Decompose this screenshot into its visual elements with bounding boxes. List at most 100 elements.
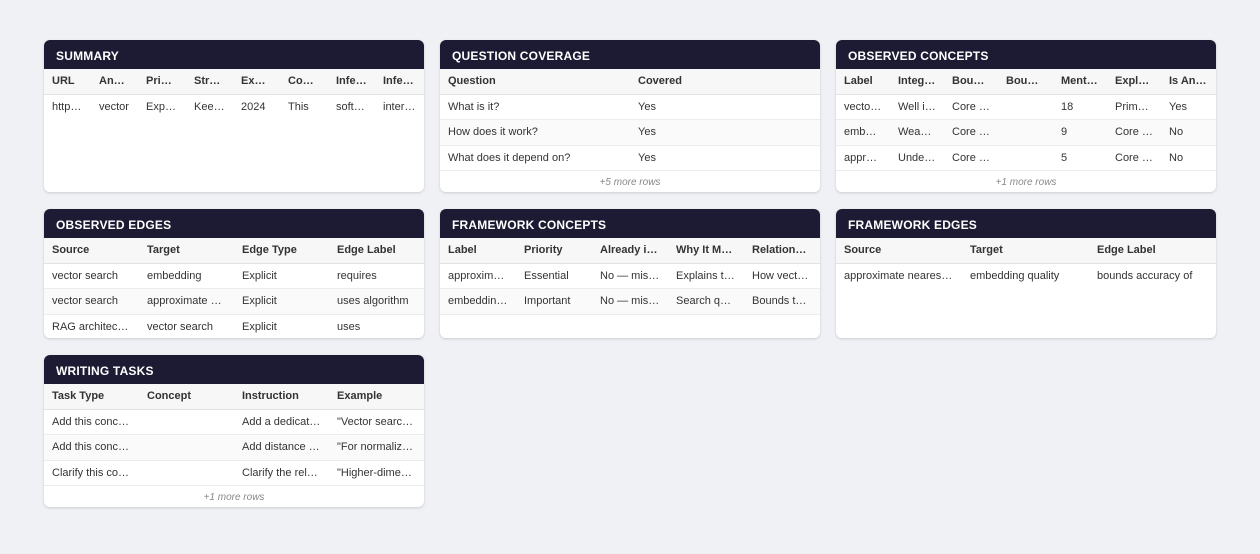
- table-row[interactable]: Add this concept Add a dedicated section…: [44, 409, 424, 435]
- table-cell: [139, 434, 234, 461]
- table-cell: Bounds the accuracy: [744, 288, 820, 315]
- table-row[interactable]: approximate nearest neighbor Essential N…: [440, 263, 820, 289]
- table-cell: No: [1161, 145, 1216, 171]
- table-cell: "Vector search relies on": [329, 409, 424, 435]
- column-header[interactable]: Structure: [186, 69, 233, 95]
- question-coverage-card: QUESTION COVERAGE Question Covered What …: [440, 40, 820, 192]
- table-cell: Explicit: [234, 263, 329, 289]
- table-row[interactable]: https:// vector Explains Keeps 2024 This…: [44, 94, 424, 120]
- table-cell: uses algorithm: [329, 288, 424, 315]
- question-coverage-table: Question Covered What is it? Yes How doe…: [440, 69, 820, 171]
- table-cell: embedding quality: [440, 288, 516, 315]
- table-header-row: Source Target Edge Label: [836, 238, 1216, 264]
- column-header[interactable]: Boundary: [998, 69, 1053, 95]
- table-cell: Core concept: [944, 119, 998, 146]
- more-rows-indicator[interactable]: +1 more rows: [203, 492, 265, 503]
- table-cell: Explains the speed: [668, 263, 744, 289]
- table-cell: Keeps: [194, 101, 226, 113]
- more-rows-indicator[interactable]: +5 more rows: [599, 177, 661, 188]
- column-header[interactable]: Concept: [139, 384, 234, 410]
- table-cell: software: [336, 101, 375, 113]
- table-cell: 2024: [241, 101, 266, 113]
- table-cell: 5: [1053, 145, 1107, 171]
- table-row[interactable]: vector search approximate nearest neighb…: [44, 288, 424, 315]
- column-header[interactable]: Priority: [516, 238, 592, 264]
- column-header[interactable]: Example: [329, 384, 424, 410]
- table-cell: vector search: [836, 94, 890, 120]
- writing-tasks-table: Task Type Concept Instruction Example Ad…: [44, 384, 424, 486]
- table-cell: approximate nearest neighbor: [844, 270, 962, 282]
- table-cell: Weakly linked: [890, 119, 944, 146]
- column-header[interactable]: Covered: [630, 69, 820, 95]
- table-row[interactable]: Add this concept Add distance metric det…: [44, 434, 424, 461]
- column-header[interactable]: Already in page: [592, 238, 668, 264]
- summary-header: SUMMARY: [44, 40, 424, 69]
- table-cell: 18: [1053, 94, 1107, 120]
- column-header[interactable]: Is Anchor: [1161, 69, 1216, 95]
- table-row[interactable]: RAG architecture vector search Explicit …: [44, 314, 424, 338]
- column-header[interactable]: Content: [280, 69, 328, 95]
- table-cell: Explicit: [242, 321, 277, 333]
- table-row[interactable]: vector search Well integrated Core conce…: [836, 94, 1216, 120]
- table-cell: "Higher-dimensional embeddings": [329, 460, 424, 486]
- table-row[interactable]: What is it? Yes: [440, 94, 820, 120]
- column-header[interactable]: Why It Matters: [668, 238, 744, 264]
- column-header[interactable]: Primary: [138, 69, 186, 95]
- question-coverage-header: QUESTION COVERAGE: [440, 40, 820, 69]
- column-header[interactable]: Explanation: [1107, 69, 1161, 95]
- table-row[interactable]: embedding Weakly linked Core concept 9 C…: [836, 119, 1216, 146]
- table-cell: uses: [337, 321, 361, 333]
- column-header[interactable]: Anchor: [91, 69, 138, 95]
- column-header[interactable]: Inferred: [328, 69, 375, 95]
- column-header[interactable]: Expiry: [233, 69, 280, 95]
- observed-concepts-header: OBSERVED CONCEPTS: [836, 40, 1216, 69]
- column-header[interactable]: Integration: [890, 69, 944, 95]
- column-header[interactable]: Target: [139, 238, 234, 264]
- summary-card: SUMMARY URL Anchor Primary Structure Exp…: [44, 40, 424, 192]
- table-row[interactable]: approximate nearest neighbor Under-expla…: [836, 145, 1216, 171]
- column-header[interactable]: Source: [836, 238, 962, 264]
- more-rows-indicator[interactable]: +1 more rows: [995, 177, 1057, 188]
- table-cell: RAG architecture: [52, 321, 137, 333]
- table-cell: How vector search scales: [744, 263, 820, 289]
- table-row[interactable]: How does it work? Yes: [440, 119, 820, 146]
- column-header[interactable]: Boundary: [944, 69, 998, 95]
- table-row[interactable]: Clarify this concept Clarify the relatio…: [44, 460, 424, 486]
- table-row[interactable]: What does it depend on? Yes: [440, 145, 820, 171]
- column-header[interactable]: Relationship: [744, 238, 820, 264]
- table-cell: [998, 119, 1053, 146]
- table-cell: Under-explained: [890, 145, 944, 171]
- table-cell: Core concept: [944, 94, 998, 120]
- column-header[interactable]: Edge Label: [329, 238, 424, 264]
- column-header[interactable]: Source: [44, 238, 139, 264]
- column-header[interactable]: Mentions: [1053, 69, 1107, 95]
- table-cell: [998, 94, 1053, 120]
- table-cell: Core concept: [944, 145, 998, 171]
- table-cell: vector: [99, 101, 129, 113]
- column-header[interactable]: Instruction: [234, 384, 329, 410]
- column-header[interactable]: Target: [962, 238, 1089, 264]
- observed-edges-table: Source Target Edge Type Edge Label vecto…: [44, 238, 424, 338]
- table-header-row: URL Anchor Primary Structure Expiry Cont…: [44, 69, 424, 95]
- table-cell: https://: [52, 101, 86, 113]
- table-cell: embedding: [139, 263, 234, 289]
- observed-edges-header: OBSERVED EDGES: [44, 209, 424, 238]
- column-header[interactable]: Inferred: [375, 69, 424, 95]
- table-row[interactable]: approximate nearest neighbor embedding q…: [836, 263, 1216, 289]
- column-header[interactable]: Edge Type: [234, 238, 329, 264]
- column-header[interactable]: URL: [44, 69, 91, 95]
- table-cell: Clarify this concept: [44, 460, 139, 486]
- table-cell: Add this concept: [44, 409, 139, 435]
- table-header-row: Label Integration Boundary Boundary Ment…: [836, 69, 1216, 95]
- table-cell: embedding quality: [970, 270, 1060, 282]
- table-row[interactable]: embedding quality Important No — missing…: [440, 288, 820, 315]
- table-cell: bounds accuracy of: [1097, 270, 1193, 282]
- column-header[interactable]: Label: [836, 69, 890, 95]
- table-header-row: Label Priority Already in page Why It Ma…: [440, 238, 820, 264]
- column-header[interactable]: Question: [440, 69, 630, 95]
- column-header[interactable]: Task Type: [44, 384, 139, 410]
- column-header[interactable]: Edge Label: [1089, 238, 1216, 264]
- table-row[interactable]: vector search embedding Explicit require…: [44, 263, 424, 289]
- framework-edges-table: Source Target Edge Label approximate nea…: [836, 238, 1216, 289]
- column-header[interactable]: Label: [440, 238, 516, 264]
